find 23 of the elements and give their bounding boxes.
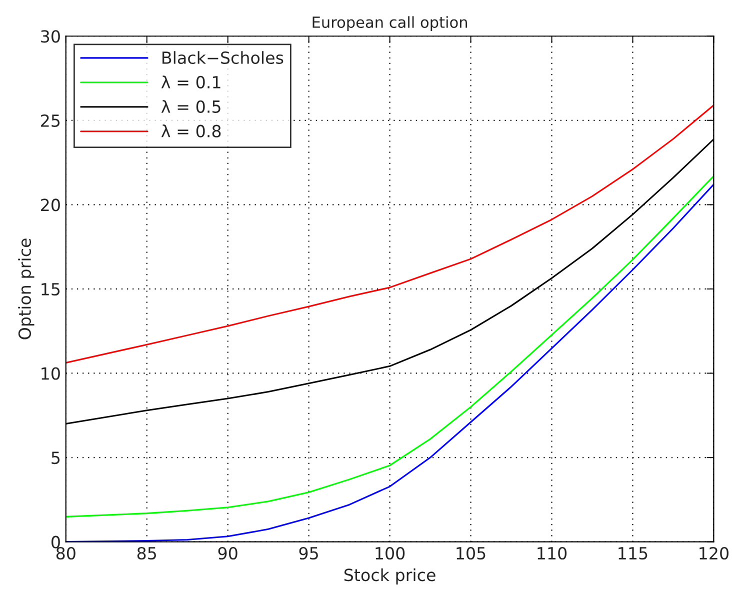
x-tick-label: 105 <box>456 546 486 560</box>
y-tick-label: 25 <box>41 114 60 127</box>
x-tick-label: 85 <box>137 546 156 560</box>
legend-label: λ = 0.1 <box>161 76 220 88</box>
x-tick-label: 100 <box>376 546 405 560</box>
y-tick-label: 30 <box>41 30 60 43</box>
y-tick-label: 5 <box>52 452 60 464</box>
x-tick-label: 110 <box>538 546 567 560</box>
chart-title: European call option <box>312 16 468 31</box>
y-tick-label: 10 <box>42 367 60 380</box>
x-tick-label: 115 <box>618 547 648 560</box>
legend-label: Black−Scholes <box>162 51 284 64</box>
x-axis-title: Stock price <box>344 568 436 584</box>
x-tick-label: 95 <box>299 546 318 560</box>
y-axis-title: Option price <box>18 238 34 340</box>
legend-label: λ = 0.5 <box>161 100 220 113</box>
x-tick-label: 120 <box>700 546 728 560</box>
y-tick-label: 15 <box>42 283 60 296</box>
x-tick-label: 90 <box>218 546 238 560</box>
legend-label: λ = 0.8 <box>161 124 221 138</box>
x-tick-label: 80 <box>56 546 76 560</box>
y-tick-label: 20 <box>41 198 60 212</box>
y-tick-label: 0 <box>52 536 60 548</box>
